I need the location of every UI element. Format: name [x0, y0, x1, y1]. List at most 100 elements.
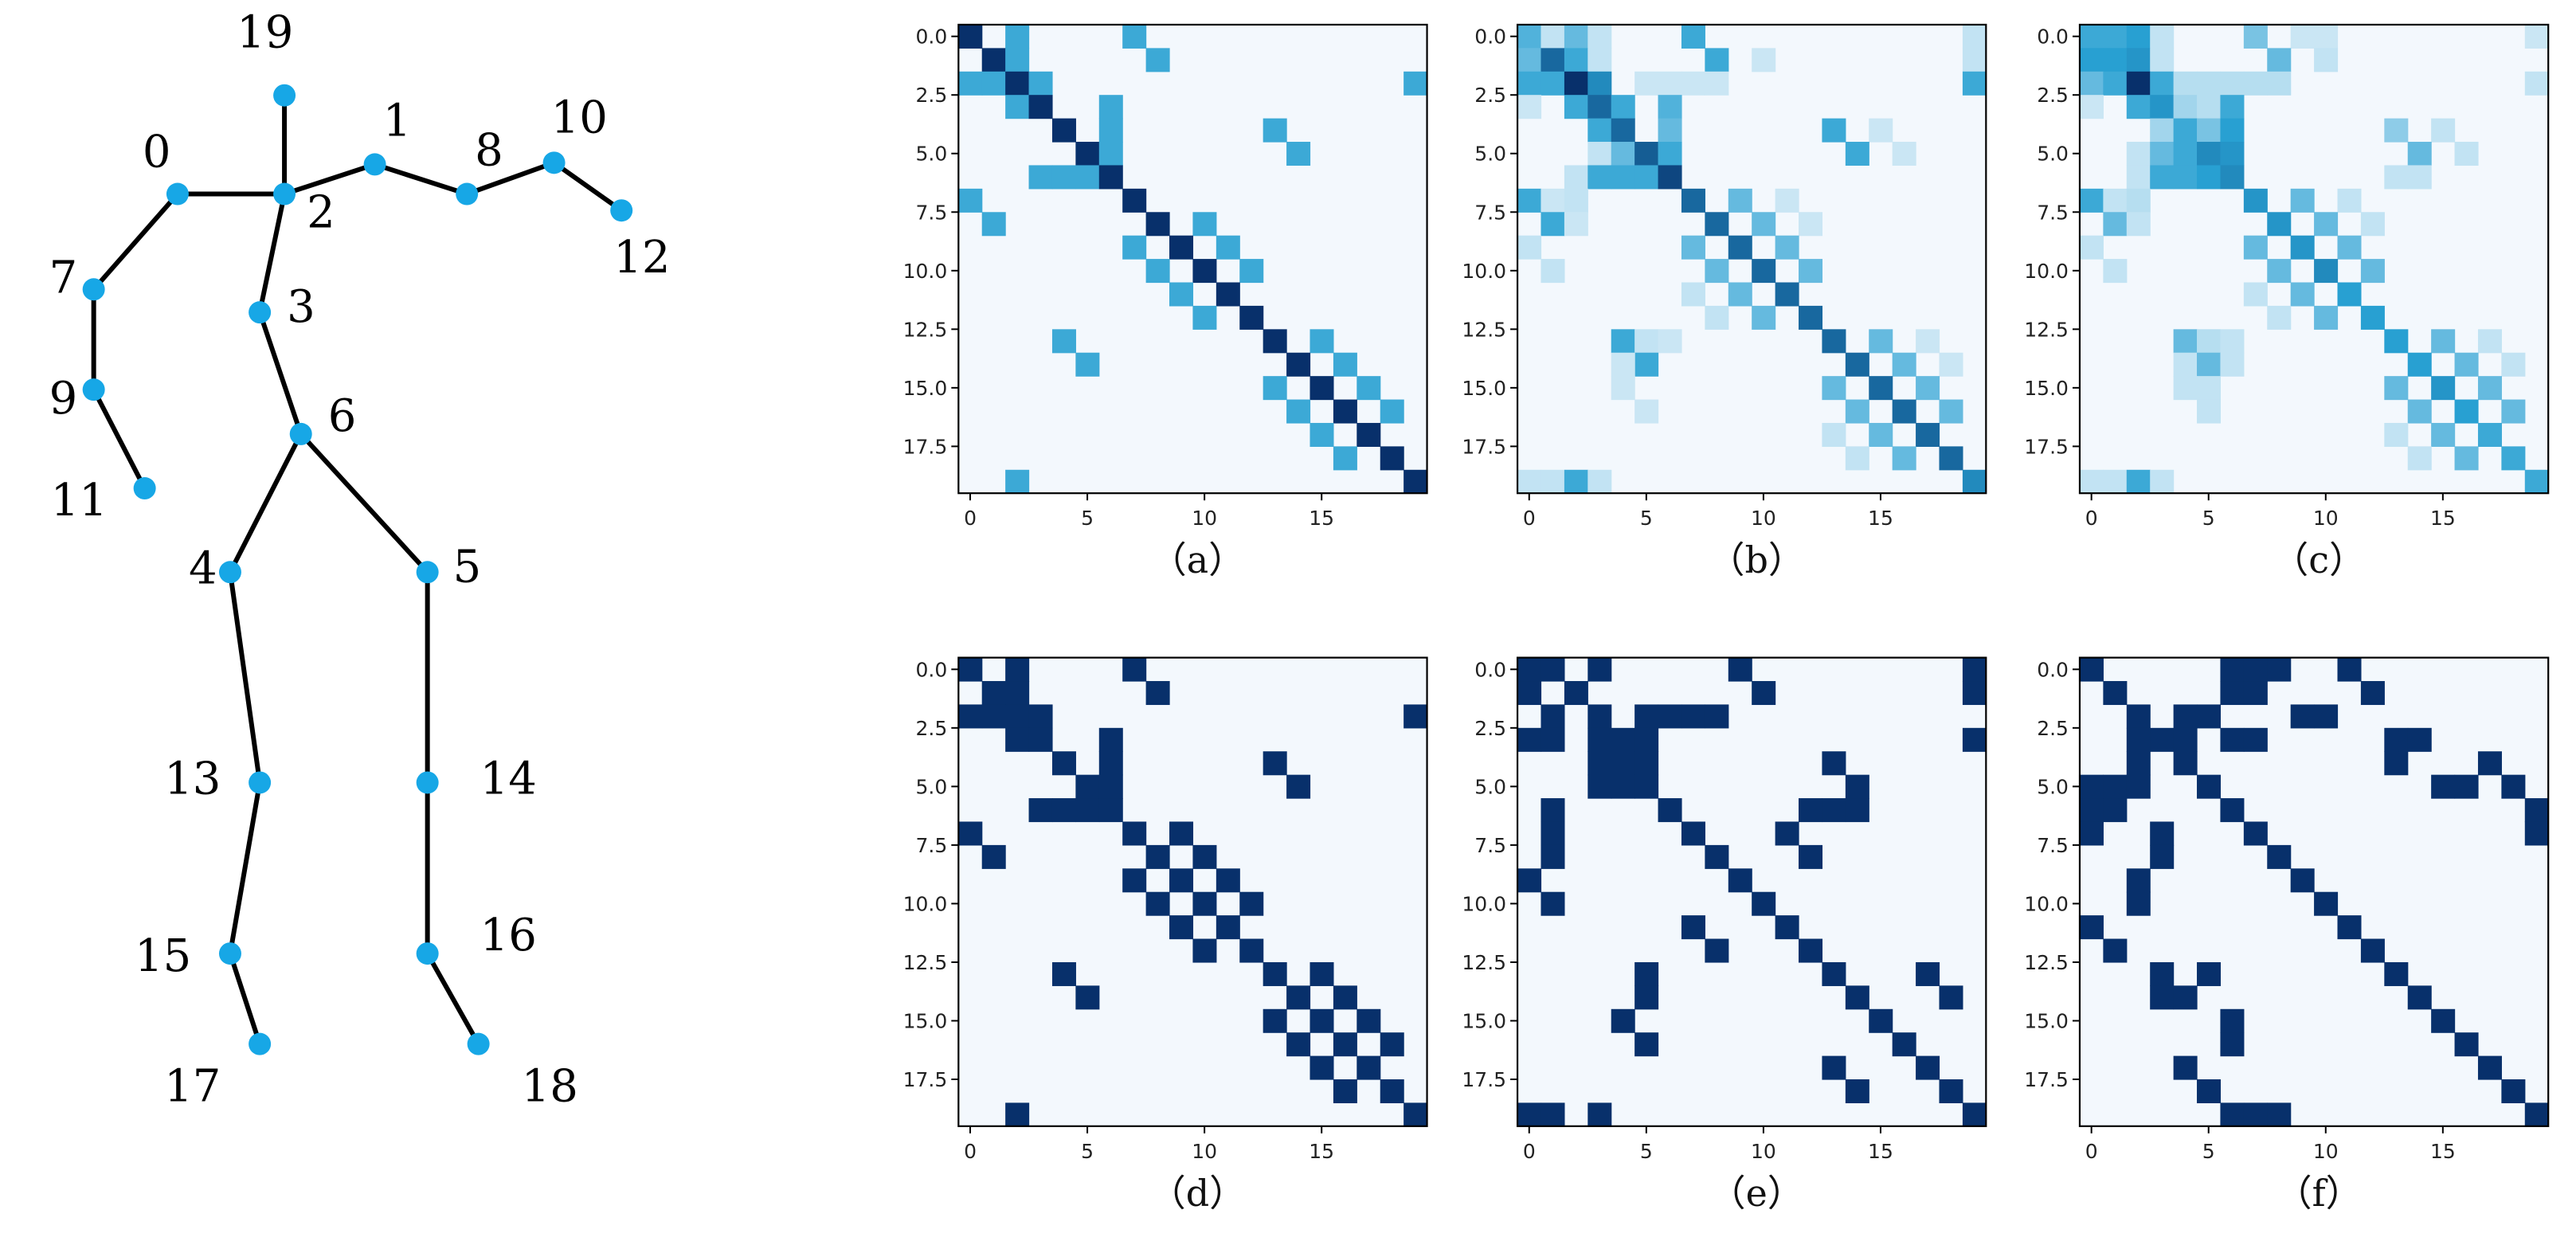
heatmap-cell — [2243, 188, 2268, 213]
heatmap-cell — [1357, 376, 1381, 401]
joint-1 — [363, 153, 386, 176]
bone-16-18 — [425, 951, 481, 1047]
heatmap-cell — [1005, 24, 1030, 49]
heatmap-cell — [981, 48, 1006, 72]
heatmap-cell — [1517, 681, 1542, 706]
heatmap-cell — [2103, 212, 2128, 237]
heatmap-cell — [1799, 844, 1823, 869]
heatmap-cell — [2173, 985, 2198, 1010]
bone-2-3 — [257, 191, 288, 315]
heatmap-cell — [1775, 821, 1799, 846]
heatmap-cell — [1357, 422, 1381, 447]
heatmap-cell — [2220, 142, 2245, 166]
heatmap-cell — [2524, 24, 2549, 49]
x-tick-label: 15 — [1868, 507, 1893, 530]
joint-13 — [249, 771, 272, 794]
heatmap-cell — [1357, 1008, 1381, 1033]
heatmap-cell — [1799, 798, 1823, 823]
heatmap-cell — [1775, 235, 1799, 260]
heatmap-cell — [2173, 142, 2198, 166]
heatmap-cell — [2150, 844, 2175, 869]
heatmap-cell — [1263, 376, 1287, 401]
heatmap-cell — [1822, 118, 1846, 143]
heatmap-cell — [1263, 118, 1287, 143]
heatmap-cell — [2079, 915, 2104, 940]
y-tick-label: 15.0 — [1462, 1009, 1506, 1032]
panel-label: （d） — [1149, 1172, 1246, 1215]
heatmap-cell — [2220, 1102, 2245, 1127]
heatmap-cell — [1517, 469, 1542, 494]
heatmap-cell — [2220, 95, 2245, 119]
heatmap-cell — [2384, 118, 2409, 143]
heatmap-cell — [2197, 118, 2222, 143]
heatmap-cell — [2243, 282, 2268, 307]
heatmap-cell — [1681, 821, 1705, 846]
heatmap-cell — [2103, 24, 2128, 49]
heatmap-cell — [1728, 657, 1752, 682]
heatmap-cell — [2103, 188, 2128, 213]
heatmap-cell — [1611, 727, 1635, 752]
heatmap-cell — [1705, 844, 1729, 869]
heatmap-cell — [2524, 798, 2549, 823]
joint-label-7: 7 — [49, 252, 78, 303]
heatmap-cell — [1028, 71, 1053, 96]
joint-2 — [273, 182, 296, 206]
heatmap-cell — [1098, 142, 1123, 166]
heatmap-cell — [1845, 352, 1869, 377]
y-tick-label: 12.5 — [2024, 951, 2069, 974]
heatmap-cell — [1051, 165, 1076, 190]
heatmap-cell — [1869, 1008, 1893, 1033]
heatmap-cell — [2173, 1055, 2198, 1080]
x-tick-label: 5 — [2202, 1140, 2215, 1163]
heatmap-cell — [1380, 1079, 1404, 1104]
heatmap-cell — [2407, 399, 2432, 424]
heatmap-cell — [1822, 798, 1846, 823]
heatmap-cell — [1658, 95, 1682, 119]
heatmap-cell — [2407, 446, 2432, 471]
y-tick-label: 10.0 — [1462, 260, 1506, 283]
joint-label-3: 3 — [287, 281, 315, 333]
heatmap-cell — [2126, 469, 2151, 494]
heatmap-cell — [2477, 751, 2502, 776]
heatmap-cell — [1051, 329, 1076, 354]
heatmap-cell — [1263, 751, 1287, 776]
joint-6 — [289, 422, 312, 445]
heatmap-cell — [2360, 938, 2385, 963]
y-tick-label: 15.0 — [1462, 377, 1506, 400]
heatmap-cell — [2126, 95, 2151, 119]
heatmap-cell — [2314, 24, 2339, 49]
panel-label: （f） — [2276, 1172, 2363, 1215]
joint-3 — [249, 301, 272, 324]
heatmap-cell — [2524, 1102, 2549, 1127]
heatmap-cell — [1634, 71, 1659, 96]
bone-4-13 — [227, 570, 263, 785]
heatmap-panel: 0.0 2.5 5.0 7.5 10.0 12.5 15.0 17.5 0 5 10 15 （d） — [903, 656, 1428, 1215]
heatmap-cell — [1587, 165, 1612, 190]
heatmap-cell — [1192, 844, 1217, 869]
heatmap-cell — [1098, 95, 1123, 119]
heatmap-cell — [1541, 1102, 1565, 1127]
heatmap-cell — [1145, 681, 1170, 706]
joint-label-14: 14 — [480, 753, 537, 805]
heatmap-cell — [1939, 985, 1963, 1010]
heatmap-cell — [958, 657, 983, 682]
heatmap-cell — [2150, 118, 2175, 143]
heatmap-cell — [2079, 821, 2104, 846]
heatmap-cell — [2384, 422, 2409, 447]
heatmap-cell — [1286, 142, 1311, 166]
heatmap-cell — [1658, 118, 1682, 143]
heatmap-cell — [1051, 798, 1076, 823]
y-tick-label: 2.5 — [916, 717, 948, 740]
y-tick-label: 7.5 — [2037, 201, 2069, 224]
heatmap-cell — [1869, 329, 1893, 354]
heatmap-cell — [1541, 821, 1565, 846]
joint-15 — [218, 942, 241, 965]
bone-6-5 — [298, 431, 430, 575]
heatmap-cell — [1587, 469, 1612, 494]
heatmap-cell — [2384, 376, 2409, 401]
heatmap-cell — [2150, 961, 2175, 986]
heatmap-cell — [1403, 469, 1428, 494]
heatmap-cell — [1916, 329, 1940, 354]
x-tick-label: 0 — [1523, 507, 1536, 530]
joint-label-16: 16 — [480, 910, 537, 961]
